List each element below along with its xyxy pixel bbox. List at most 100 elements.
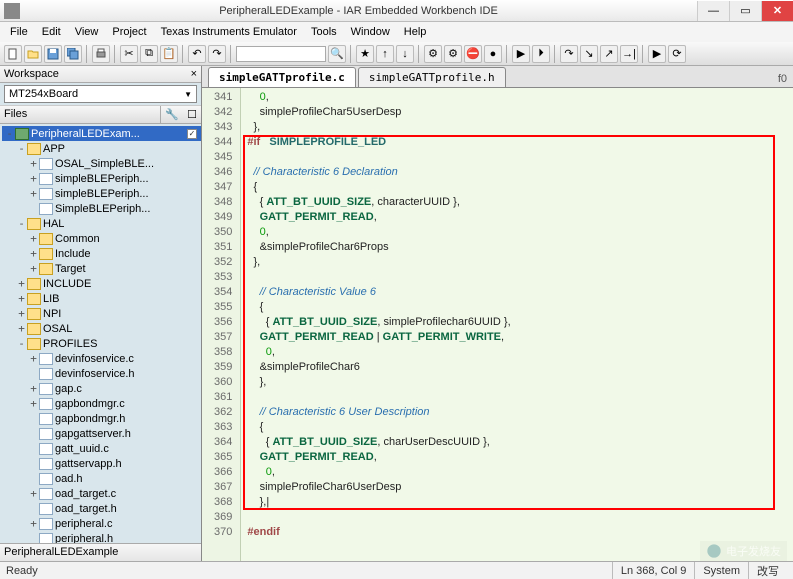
menu-texas-instruments-emulator[interactable]: Texas Instruments Emulator	[155, 24, 303, 40]
tree-file[interactable]: peripheral.h	[2, 531, 201, 543]
tree-folder[interactable]: + OSAL	[2, 321, 201, 336]
tree-folder[interactable]: +Include	[2, 246, 201, 261]
paste-icon[interactable]: 📋	[160, 45, 178, 63]
maximize-button[interactable]: ▭	[729, 1, 761, 21]
tree-item-label: OSAL	[43, 323, 72, 335]
expand-icon[interactable]: +	[28, 157, 39, 170]
tree-file[interactable]: gatt_uuid.c	[2, 441, 201, 456]
tree-file[interactable]: +oad_target.c	[2, 486, 201, 501]
step-out-icon[interactable]: ↗	[600, 45, 618, 63]
workspace-close-icon[interactable]: ×	[191, 68, 197, 80]
tree-file[interactable]: gapbondmgr.h	[2, 411, 201, 426]
source-code[interactable]: 0, simpleProfileChar5UserDesp },#if SIMP…	[241, 88, 793, 561]
expand-icon[interactable]: +	[28, 382, 39, 395]
tree-file[interactable]: +gapbondmgr.c	[2, 396, 201, 411]
tree-project[interactable]: -PeripheralLEDExam...✓	[2, 126, 201, 141]
bookmark-next-icon[interactable]: ↓	[396, 45, 414, 63]
expand-icon[interactable]: -	[16, 142, 27, 155]
tree-file[interactable]: gattservapp.h	[2, 456, 201, 471]
expand-icon[interactable]: +	[28, 352, 39, 365]
expand-icon[interactable]: +	[28, 172, 39, 185]
expand-icon[interactable]: +	[28, 187, 39, 200]
save-icon[interactable]	[44, 45, 62, 63]
go-icon[interactable]: ▶	[648, 45, 666, 63]
tree-file[interactable]: +OSAL_SimpleBLE...	[2, 156, 201, 171]
tree-file[interactable]: gapgattserver.h	[2, 426, 201, 441]
menu-view[interactable]: View	[69, 24, 105, 40]
expand-icon[interactable]: +	[28, 232, 39, 245]
tree-folder[interactable]: +NPI	[2, 306, 201, 321]
expand-icon[interactable]: +	[28, 487, 39, 500]
compile-icon[interactable]: ⚙	[424, 45, 442, 63]
tree-file[interactable]: oad_target.h	[2, 501, 201, 516]
f0-indicator[interactable]: f0	[772, 71, 793, 87]
workspace-tab[interactable]: PeripheralLEDExample	[0, 543, 201, 561]
tree-folder[interactable]: +INCLUDE	[2, 276, 201, 291]
menu-edit[interactable]: Edit	[36, 24, 67, 40]
search-input[interactable]	[236, 46, 326, 62]
menu-file[interactable]: File	[4, 24, 34, 40]
menu-tools[interactable]: Tools	[305, 24, 343, 40]
open-icon[interactable]	[24, 45, 42, 63]
step-into-icon[interactable]: ↘	[580, 45, 598, 63]
run-to-cursor-icon[interactable]: →|	[620, 45, 638, 63]
tree-folder[interactable]: -PROFILES	[2, 336, 201, 351]
copy-icon[interactable]: ⧉	[140, 45, 158, 63]
redo-icon[interactable]: ↷	[208, 45, 226, 63]
tree-folder[interactable]: -HAL	[2, 216, 201, 231]
debug-icon[interactable]: ▶	[512, 45, 530, 63]
expand-icon[interactable]: +	[16, 322, 27, 335]
tree-folder[interactable]: +Target	[2, 261, 201, 276]
expand-icon[interactable]: +	[16, 307, 27, 320]
new-file-icon[interactable]	[4, 45, 22, 63]
expand-icon[interactable]: -	[4, 127, 15, 140]
print-icon[interactable]	[92, 45, 110, 63]
expand-icon[interactable]: +	[28, 517, 39, 530]
code-view[interactable]: 3413423433443453463473483493503513523533…	[202, 88, 793, 561]
tree-file[interactable]: +gap.c	[2, 381, 201, 396]
project-tree[interactable]: -PeripheralLEDExam...✓-APP+OSAL_SimpleBL…	[0, 124, 201, 543]
save-all-icon[interactable]	[64, 45, 82, 63]
workspace-config-combo[interactable]: MT254xBoard ▼	[4, 85, 197, 103]
close-button[interactable]: ✕	[761, 1, 793, 21]
expand-icon[interactable]: +	[16, 277, 27, 290]
tree-file[interactable]: SimpleBLEPeriph...	[2, 201, 201, 216]
toggle-breakpoint-icon[interactable]: ●	[484, 45, 502, 63]
editor-tab[interactable]: simpleGATTprofile.h	[358, 67, 506, 87]
reset-icon[interactable]: ⟳	[668, 45, 686, 63]
tree-file[interactable]: + devinfoservice.c	[2, 351, 201, 366]
expand-icon[interactable]: +	[28, 262, 39, 275]
find-icon[interactable]: 🔍	[328, 45, 346, 63]
bookmark-prev-icon[interactable]: ↑	[376, 45, 394, 63]
expand-icon[interactable]: +	[16, 292, 27, 305]
debug-no-download-icon[interactable]: ⏵	[532, 45, 550, 63]
tree-item-label: simpleBLEPeriph...	[55, 188, 149, 200]
tree-file[interactable]: +simpleBLEPeriph...	[2, 171, 201, 186]
editor-tab[interactable]: simpleGATTprofile.c	[208, 67, 356, 87]
undo-icon[interactable]: ↶	[188, 45, 206, 63]
make-icon[interactable]: ⚙	[444, 45, 462, 63]
cut-icon[interactable]: ✂	[120, 45, 138, 63]
tree-file[interactable]: oad.h	[2, 471, 201, 486]
files-col-2: ☐	[183, 106, 201, 123]
expand-icon[interactable]: +	[28, 247, 39, 260]
menu-help[interactable]: Help	[398, 24, 433, 40]
tree-file[interactable]: devinfoservice.h	[2, 366, 201, 381]
tree-folder[interactable]: +Common	[2, 231, 201, 246]
tree-item-label: devinfoservice.c	[55, 353, 134, 365]
tree-file[interactable]: +peripheral.c	[2, 516, 201, 531]
tree-folder[interactable]: +LIB	[2, 291, 201, 306]
files-col-name: Files	[0, 106, 161, 123]
tree-folder[interactable]: -APP	[2, 141, 201, 156]
expand-icon[interactable]: -	[16, 337, 27, 350]
stop-build-icon[interactable]: ⛔	[464, 45, 482, 63]
expand-icon[interactable]: -	[16, 217, 27, 230]
minimize-button[interactable]: —	[697, 1, 729, 21]
expand-icon[interactable]: +	[28, 397, 39, 410]
tree-item-label: SimpleBLEPeriph...	[55, 203, 150, 215]
bookmark-icon[interactable]: ★	[356, 45, 374, 63]
step-over-icon[interactable]: ↷	[560, 45, 578, 63]
tree-file[interactable]: + simpleBLEPeriph...	[2, 186, 201, 201]
menu-window[interactable]: Window	[345, 24, 396, 40]
menu-project[interactable]: Project	[106, 24, 152, 40]
